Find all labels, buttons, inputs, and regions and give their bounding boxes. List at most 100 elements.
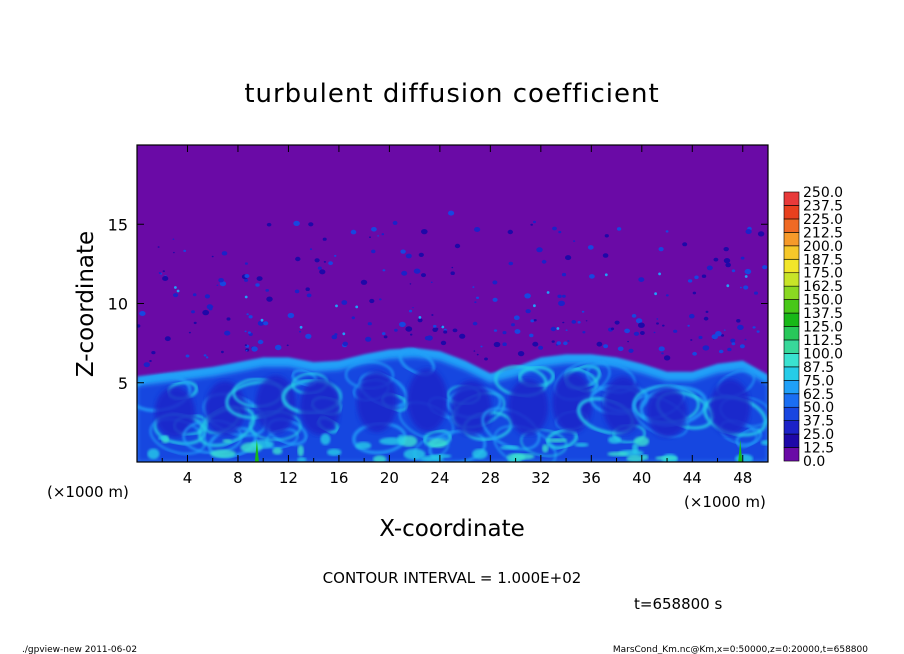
surface-patch bbox=[297, 457, 307, 462]
free-atmosphere-blob bbox=[185, 354, 190, 358]
surface-patch bbox=[546, 438, 568, 443]
free-atmosphere-blob bbox=[265, 289, 270, 292]
free-atmosphere-blob bbox=[538, 345, 544, 350]
free-atmosphere-blob bbox=[558, 230, 562, 234]
free-atmosphere-blob bbox=[474, 227, 481, 232]
colorbar-bin bbox=[783, 379, 800, 395]
free-atmosphere-blob bbox=[624, 328, 630, 334]
free-atmosphere-blob bbox=[308, 222, 314, 227]
free-atmosphere-blob bbox=[687, 279, 693, 283]
x-tick-label: 8 bbox=[233, 469, 243, 487]
free-atmosphere-blob bbox=[218, 278, 224, 283]
free-atmosphere-blob bbox=[210, 305, 214, 308]
free-atmosphere-blob bbox=[157, 246, 160, 248]
free-atmosphere-blob bbox=[319, 269, 326, 275]
chart-title: turbulent diffusion coefficient bbox=[244, 79, 659, 109]
surface-patch bbox=[632, 443, 639, 454]
x-tick-label: 28 bbox=[481, 469, 500, 487]
free-atmosphere-blob bbox=[727, 347, 732, 352]
free-atmosphere-blob bbox=[705, 310, 709, 313]
surface-patch bbox=[297, 445, 305, 457]
free-atmosphere-blob bbox=[257, 339, 264, 345]
free-atmosphere-blob bbox=[550, 326, 557, 332]
free-atmosphere-blob bbox=[431, 314, 434, 316]
free-atmosphere-blob bbox=[736, 319, 741, 323]
heatmap-field bbox=[137, 210, 768, 462]
free-atmosphere-blob bbox=[638, 277, 645, 282]
free-atmosphere-blob bbox=[627, 340, 629, 343]
free-atmosphere-blob bbox=[640, 331, 645, 335]
free-atmosphere-blob bbox=[158, 272, 162, 274]
free-atmosphere-blob bbox=[530, 223, 533, 226]
surface-patch bbox=[500, 445, 520, 450]
free-atmosphere-speck bbox=[546, 291, 550, 294]
free-atmosphere-blob bbox=[739, 286, 742, 289]
x-unit-right: (×1000 m) bbox=[684, 493, 766, 511]
free-atmosphere-blob bbox=[563, 341, 568, 346]
colorbar-bin bbox=[783, 232, 800, 247]
free-atmosphere-blob bbox=[350, 229, 357, 235]
plot-area bbox=[136, 144, 769, 463]
colorbar-label: 62.5 bbox=[803, 387, 834, 403]
free-atmosphere-blob bbox=[687, 324, 690, 327]
free-atmosphere-blob bbox=[248, 315, 253, 319]
eddy-core bbox=[646, 387, 688, 438]
free-atmosphere-blob bbox=[244, 274, 250, 278]
free-atmosphere-blob bbox=[702, 345, 710, 351]
free-atmosphere-speck bbox=[744, 275, 748, 278]
surface-patch bbox=[634, 436, 650, 447]
free-atmosphere-blob bbox=[443, 330, 448, 334]
eddy bbox=[428, 429, 487, 462]
free-atmosphere-blob bbox=[394, 328, 398, 332]
free-atmosphere-blob bbox=[587, 245, 594, 250]
free-atmosphere-blob bbox=[143, 362, 150, 368]
y-tick-label: 5 bbox=[118, 374, 128, 393]
free-atmosphere-blob bbox=[754, 291, 758, 295]
x-unit-left: (×1000 m) bbox=[47, 483, 129, 501]
x-tick-label: 4 bbox=[183, 469, 193, 487]
free-atmosphere-blob bbox=[256, 276, 263, 281]
free-atmosphere-blob bbox=[222, 283, 225, 286]
free-atmosphere-blob bbox=[306, 293, 312, 298]
free-atmosphere-blob bbox=[673, 329, 678, 333]
free-atmosphere-blob bbox=[502, 331, 507, 335]
free-atmosphere-blob bbox=[162, 276, 169, 281]
free-atmosphere-blob bbox=[551, 340, 555, 343]
free-atmosphere-speck bbox=[556, 327, 560, 330]
free-atmosphere-blob bbox=[192, 293, 197, 297]
free-atmosphere-blob bbox=[309, 248, 313, 251]
free-atmosphere-blob bbox=[737, 324, 744, 330]
free-atmosphere-blob bbox=[577, 321, 581, 324]
free-atmosphere-speck bbox=[441, 325, 445, 329]
colorbar-bin bbox=[783, 393, 800, 408]
surface-patch bbox=[222, 439, 232, 443]
free-atmosphere-blob bbox=[723, 258, 731, 264]
free-atmosphere-blob bbox=[656, 318, 659, 320]
surface-patch bbox=[608, 436, 622, 444]
free-atmosphere-blob bbox=[723, 247, 729, 252]
free-atmosphere-blob bbox=[552, 226, 557, 231]
free-atmosphere-blob bbox=[541, 259, 547, 264]
free-atmosphere-blob bbox=[493, 341, 501, 348]
free-atmosphere-blob bbox=[614, 320, 620, 325]
free-atmosphere-blob bbox=[305, 333, 312, 339]
colorbar-label: 187.5 bbox=[803, 252, 843, 268]
free-atmosphere-blob bbox=[689, 313, 695, 319]
free-atmosphere-blob bbox=[694, 275, 699, 280]
free-atmosphere-blob bbox=[421, 273, 426, 278]
free-atmosphere-blob bbox=[266, 222, 272, 227]
peak-spike bbox=[738, 439, 743, 462]
free-atmosphere-blob bbox=[567, 340, 570, 342]
free-atmosphere-speck bbox=[299, 325, 303, 329]
free-atmosphere-blob bbox=[172, 238, 175, 240]
free-atmosphere-blob bbox=[744, 338, 747, 341]
free-atmosphere-blob bbox=[371, 227, 377, 232]
free-atmosphere-blob bbox=[193, 321, 197, 325]
colorbar-label: 37.5 bbox=[803, 414, 834, 430]
free-atmosphere-blob bbox=[206, 304, 213, 310]
free-atmosphere-blob bbox=[665, 230, 669, 233]
free-atmosphere-blob bbox=[410, 333, 413, 336]
free-atmosphere-blob bbox=[492, 280, 498, 285]
colorbar-label: 100.0 bbox=[803, 346, 843, 362]
free-atmosphere-blob bbox=[582, 331, 586, 334]
